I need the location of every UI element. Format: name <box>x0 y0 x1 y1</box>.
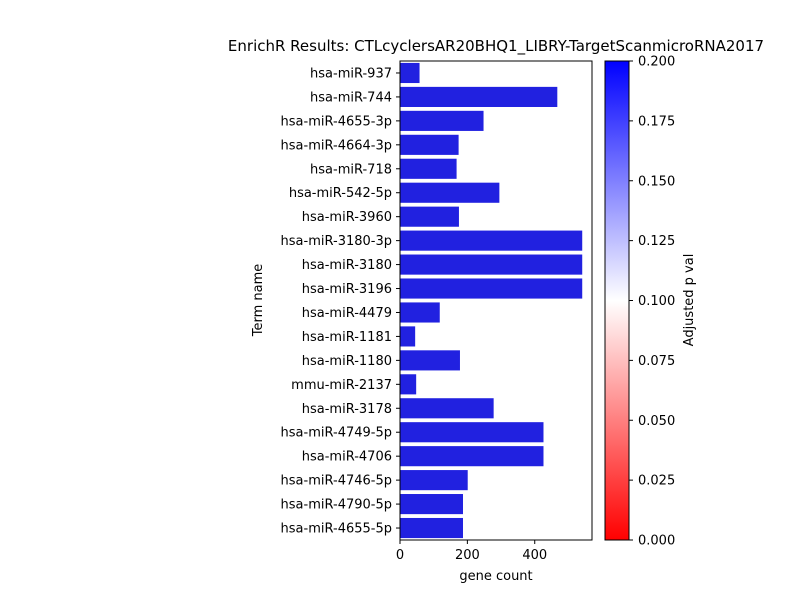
y-tick-label: hsa-miR-4655-3p <box>281 114 392 129</box>
bar-hsa-miR-4655-3p <box>400 110 484 131</box>
y-tick-label: hsa-miR-4746-5p <box>281 474 392 489</box>
y-tick-label: hsa-miR-4790-5p <box>281 498 392 513</box>
bar-hsa-miR-3180 <box>400 254 583 275</box>
y-axis-label: Term name <box>251 264 266 338</box>
y-tick-label: hsa-miR-3960 <box>302 210 392 225</box>
bar-hsa-miR-3178 <box>400 398 494 419</box>
bar-hsa-miR-3196 <box>400 278 583 299</box>
bar-hsa-miR-3960 <box>400 206 459 227</box>
colorbar-tick-label: 0.175 <box>638 114 675 129</box>
chart-title: EnrichR Results: CTLcyclersAR20BHQ1_LIBR… <box>228 37 764 56</box>
y-tick-label: hsa-miR-3180 <box>302 258 392 273</box>
y-tick-label: mmu-miR-2137 <box>291 378 392 393</box>
x-tick-label: 400 <box>522 548 547 563</box>
bar-hsa-miR-4706 <box>400 446 544 467</box>
bar-hsa-miR-4749-5p <box>400 422 544 443</box>
y-tick-label: hsa-miR-3180-3p <box>281 234 392 249</box>
colorbar-tick-label: 0.000 <box>638 534 675 549</box>
y-tick-label: hsa-miR-542-5p <box>289 186 392 201</box>
colorbar-tick-labels: 0.000 0.025 0.050 0.075 0.100 0.125 0.150 0.175… <box>629 55 675 549</box>
colorbar <box>604 60 630 541</box>
y-tick-label: hsa-miR-4664-3p <box>281 138 392 153</box>
colorbar-tick-label: 0.025 <box>638 474 675 489</box>
bar-hsa-miR-542-5p <box>400 182 500 203</box>
colorbar-tick-label: 0.125 <box>638 234 675 249</box>
y-tick-label: hsa-miR-4655-5p <box>281 522 392 537</box>
x-tick-label: 200 <box>455 548 480 563</box>
bar-hsa-miR-1180 <box>400 350 460 371</box>
y-tick-label: hsa-miR-937 <box>310 66 392 81</box>
y-tick-label: hsa-miR-3196 <box>302 282 392 297</box>
colorbar-tick-label: 0.075 <box>638 354 675 369</box>
colorbar-tick-label: 0.050 <box>638 414 675 429</box>
bar-hsa-miR-744 <box>400 86 558 107</box>
x-tick-labels: 0 200 400 <box>396 540 547 563</box>
colorbar-label: Adjusted p val <box>682 254 697 347</box>
y-tick-label: hsa-miR-1180 <box>302 354 392 369</box>
bar-hsa-miR-4790-5p <box>400 494 463 515</box>
y-tick-label: hsa-miR-4706 <box>302 450 392 465</box>
colorbar-tick-label: 0.150 <box>638 174 675 189</box>
colorbar-tick-label: 0.100 <box>638 294 675 309</box>
bar-hsa-miR-4664-3p <box>400 134 459 155</box>
y-tick-label: hsa-miR-1181 <box>302 330 392 345</box>
bar-hsa-miR-1181 <box>400 326 416 347</box>
bar-mmu-miR-2137 <box>400 374 417 395</box>
bar-hsa-miR-3180-3p <box>400 230 583 251</box>
bar-hsa-miR-937 <box>400 62 420 84</box>
bar-hsa-miR-4479 <box>400 302 440 323</box>
bar-hsa-miR-4746-5p <box>400 470 468 491</box>
bar-hsa-miR-4655-5p <box>400 517 463 539</box>
y-tick-label: hsa-miR-744 <box>310 90 392 105</box>
x-tick-label: 0 <box>396 548 404 563</box>
x-axis-label: gene count <box>459 569 532 584</box>
bar-hsa-miR-718 <box>400 158 457 179</box>
y-tick-label: hsa-miR-4749-5p <box>281 426 392 441</box>
y-tick-labels: hsa-miR-937 hsa-miR-744 hsa-miR-4655-3p hsa… <box>281 66 400 537</box>
y-tick-label: hsa-miR-718 <box>310 162 392 177</box>
colorbar-tick-label: 0.200 <box>638 55 675 70</box>
y-tick-label: hsa-miR-4479 <box>302 306 392 321</box>
y-tick-label: hsa-miR-3178 <box>302 402 392 417</box>
plot-frame <box>399 60 593 541</box>
bars-group <box>400 62 583 539</box>
